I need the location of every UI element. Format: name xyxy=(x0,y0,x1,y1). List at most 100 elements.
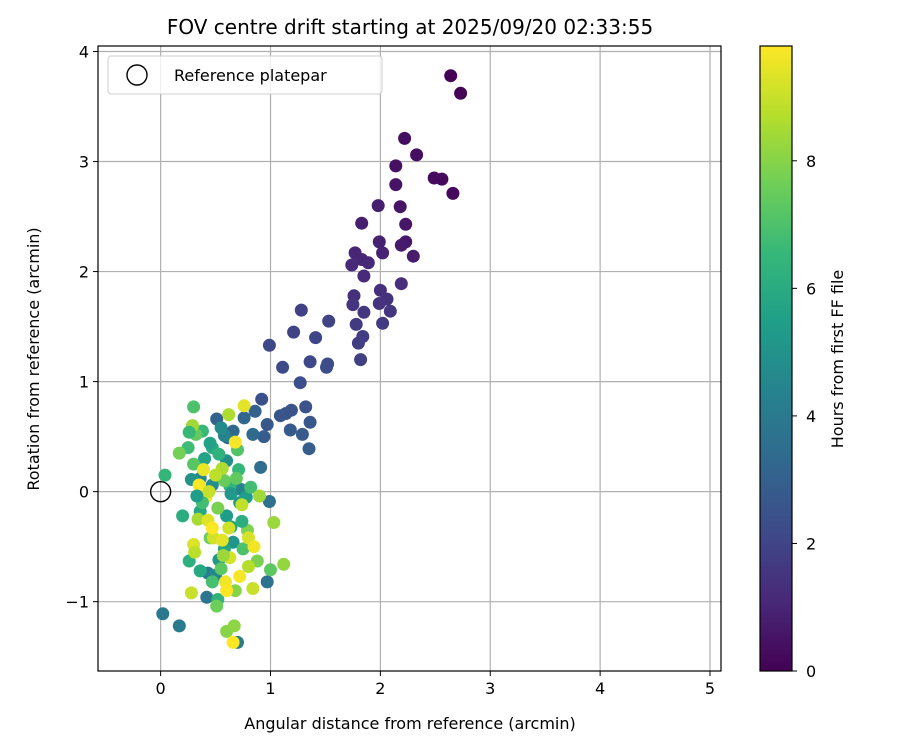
data-point xyxy=(158,468,172,482)
colorbar-label: Hours from first FF file xyxy=(828,270,847,449)
data-point xyxy=(215,533,229,547)
y-tick-label: 0 xyxy=(79,483,89,502)
data-point xyxy=(394,238,408,252)
data-point xyxy=(260,418,274,431)
data-point xyxy=(287,325,301,339)
data-point xyxy=(246,427,260,441)
data-point xyxy=(202,485,216,499)
data-point xyxy=(182,425,196,439)
data-point xyxy=(389,178,403,192)
data-point xyxy=(246,582,260,595)
y-tick-label: 4 xyxy=(79,43,89,62)
data-point xyxy=(277,557,291,571)
data-point xyxy=(209,468,223,482)
y-tick-label: 2 xyxy=(79,263,89,282)
colorbar-tick-label: 6 xyxy=(806,279,816,298)
data-point xyxy=(214,421,228,435)
data-point xyxy=(303,415,317,429)
data-point xyxy=(211,501,225,515)
data-point xyxy=(224,487,238,501)
x-tick-label: 5 xyxy=(705,679,715,698)
data-point xyxy=(205,521,219,535)
data-point xyxy=(383,304,397,318)
data-point xyxy=(187,400,201,414)
data-point xyxy=(357,269,371,283)
y-tick-label: −1 xyxy=(65,593,89,612)
colorbar-tick-label: 4 xyxy=(806,407,816,426)
x-tick-label: 1 xyxy=(265,679,275,698)
chart-title: FOV centre drift starting at 2025/09/20 … xyxy=(167,15,653,39)
colorbar-gradient xyxy=(760,46,792,671)
data-point xyxy=(187,457,201,471)
data-point xyxy=(371,199,385,213)
colorbar-tick-label: 2 xyxy=(806,534,816,553)
data-point xyxy=(389,159,403,173)
data-point xyxy=(273,409,287,423)
legend-marker-open-circle xyxy=(126,64,148,86)
legend: Reference platepar xyxy=(107,55,383,95)
grid xyxy=(98,46,721,671)
data-point xyxy=(190,489,204,503)
data-point xyxy=(247,540,261,554)
data-point xyxy=(255,392,269,406)
data-point xyxy=(309,331,323,345)
data-point xyxy=(229,471,243,485)
data-point xyxy=(235,498,249,512)
data-point xyxy=(216,549,230,562)
data-point xyxy=(398,131,412,145)
data-point xyxy=(376,316,390,330)
data-point xyxy=(228,435,242,449)
data-point xyxy=(198,452,212,466)
data-point xyxy=(294,303,308,317)
data-point xyxy=(302,442,316,456)
data-point xyxy=(345,258,359,272)
y-tick-label: 1 xyxy=(79,373,89,392)
data-point xyxy=(444,69,458,83)
data-point xyxy=(427,171,441,185)
reference-platepar-marker xyxy=(149,480,172,503)
data-point xyxy=(264,563,277,577)
data-point xyxy=(172,619,186,633)
reference-marker-layer xyxy=(149,480,172,503)
data-point xyxy=(299,400,313,414)
x-tick-label: 2 xyxy=(375,679,385,698)
data-point xyxy=(235,514,249,528)
data-point xyxy=(446,186,460,200)
data-point xyxy=(354,353,368,367)
data-point xyxy=(236,542,250,556)
data-point xyxy=(205,575,219,589)
colorbar-tick-label: 0 xyxy=(806,662,816,681)
data-point xyxy=(237,411,251,425)
data-point xyxy=(172,446,186,460)
data-point xyxy=(200,590,214,604)
data-points xyxy=(156,69,468,649)
data-point xyxy=(320,360,333,374)
data-point xyxy=(394,277,408,291)
data-point xyxy=(399,217,413,231)
data-point xyxy=(242,560,255,573)
data-point xyxy=(262,338,276,352)
data-point xyxy=(357,305,371,319)
x-axis-label: Angular distance from reference (arcmin) xyxy=(244,714,575,733)
data-point xyxy=(355,216,369,230)
data-point xyxy=(372,297,386,310)
data-point xyxy=(193,564,207,578)
data-point xyxy=(192,478,206,492)
data-point xyxy=(220,584,234,598)
data-point xyxy=(188,545,202,559)
data-point xyxy=(276,360,290,374)
data-point xyxy=(237,399,251,413)
data-point xyxy=(222,408,236,422)
data-point xyxy=(376,246,390,260)
data-point xyxy=(346,298,360,312)
data-point xyxy=(214,562,228,576)
axes-frame xyxy=(97,45,722,672)
data-point xyxy=(184,586,198,600)
data-point xyxy=(295,427,309,441)
data-point xyxy=(293,376,307,390)
x-axis-ticks: 0 1 2 3 4 5 xyxy=(156,671,715,698)
data-point xyxy=(254,460,268,474)
data-point xyxy=(176,509,190,523)
